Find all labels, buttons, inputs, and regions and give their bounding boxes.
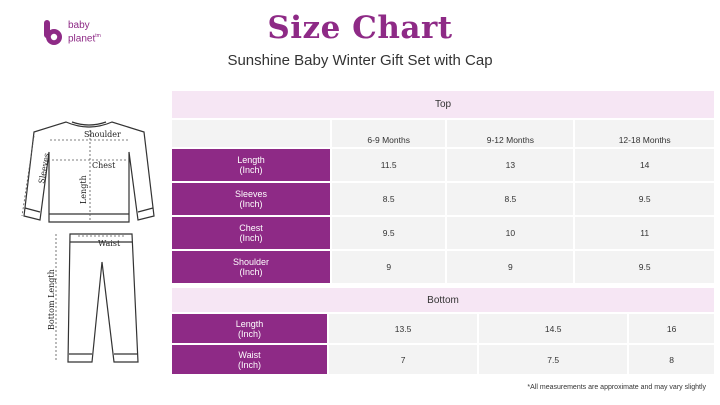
page-title: Size Chart xyxy=(267,10,453,46)
table-row: Length (Inch) 11.5 13 14 xyxy=(172,149,714,181)
shirt-outline xyxy=(23,121,155,223)
table-cell: 9.5 xyxy=(575,251,714,283)
measure-lines xyxy=(21,130,128,362)
shoulder-label: Shoulder xyxy=(84,130,121,139)
row-label: Sleeves (Inch) xyxy=(172,183,330,215)
table-cell: 14 xyxy=(575,149,714,181)
table-cell: 8.5 xyxy=(332,183,446,215)
garment-illustration: Shoulder Chest Sleeves Length Waist Bott… xyxy=(21,121,155,363)
top-table-heading: Top xyxy=(172,91,714,118)
table-cell: 9.5 xyxy=(332,217,446,249)
row-label: Shoulder (Inch) xyxy=(172,251,330,283)
column-header: 6-9 Months xyxy=(332,120,446,147)
table-cell: 13.5 xyxy=(329,314,478,343)
brand-line2: planet xyxy=(68,33,96,45)
brand-logo[interactable]: baby planettm xyxy=(42,20,101,46)
pants-outline xyxy=(67,233,139,363)
table-cell: 8 xyxy=(629,345,714,374)
table-row: Chest (Inch) 9.5 10 11 xyxy=(172,217,714,249)
table-cell: 7 xyxy=(329,345,478,374)
bottom-table-heading: Bottom xyxy=(172,288,714,312)
brand-trademark: tm xyxy=(95,33,101,40)
bottom-size-table: Bottom Length (Inch) 13.5 14.5 16 Waist (I… xyxy=(170,286,716,376)
table-row: Length (Inch) 13.5 14.5 16 xyxy=(172,314,714,343)
header-blank-cell xyxy=(172,120,330,147)
baby-planet-logo-icon xyxy=(44,20,62,45)
bottom-length-label: Bottom Length xyxy=(47,269,56,330)
table-cell: 9.5 xyxy=(575,183,714,215)
column-header: 9-12 Months xyxy=(447,120,574,147)
column-header: 12-18 Months xyxy=(575,120,714,147)
row-label: Length (Inch) xyxy=(172,314,327,343)
table-cell: 9 xyxy=(332,251,446,283)
row-label: Waist (Inch) xyxy=(172,345,327,374)
top-size-table: Top 6-9 Months 9-12 Months 12-18 Months … xyxy=(170,89,716,285)
table-row: Waist (Inch) 7 7.5 8 xyxy=(172,345,714,374)
table-row: Sleeves (Inch) 8.5 8.5 9.5 xyxy=(172,183,714,215)
table-cell: 8.5 xyxy=(447,183,574,215)
row-label: Chest (Inch) xyxy=(172,217,330,249)
chest-label: Chest xyxy=(92,161,116,170)
measurement-disclaimer: *All measurements are approximate and ma… xyxy=(527,384,706,391)
table-cell: 9 xyxy=(447,251,574,283)
table-cell: 7.5 xyxy=(479,345,628,374)
length-label: Length xyxy=(79,175,88,204)
table-cell: 16 xyxy=(629,314,714,343)
waist-label: Waist xyxy=(98,239,121,248)
brand-name: baby planettm xyxy=(68,21,101,44)
table-cell: 10 xyxy=(447,217,574,249)
brand-line1: baby xyxy=(68,20,90,32)
row-label: Length (Inch) xyxy=(172,149,330,181)
table-row: Shoulder (Inch) 9 9 9.5 xyxy=(172,251,714,283)
table-cell: 13 xyxy=(447,149,574,181)
table-cell: 11.5 xyxy=(332,149,446,181)
page-subtitle: Sunshine Baby Winter Gift Set with Cap xyxy=(227,52,493,69)
table-cell: 14.5 xyxy=(479,314,628,343)
table-cell: 11 xyxy=(575,217,714,249)
